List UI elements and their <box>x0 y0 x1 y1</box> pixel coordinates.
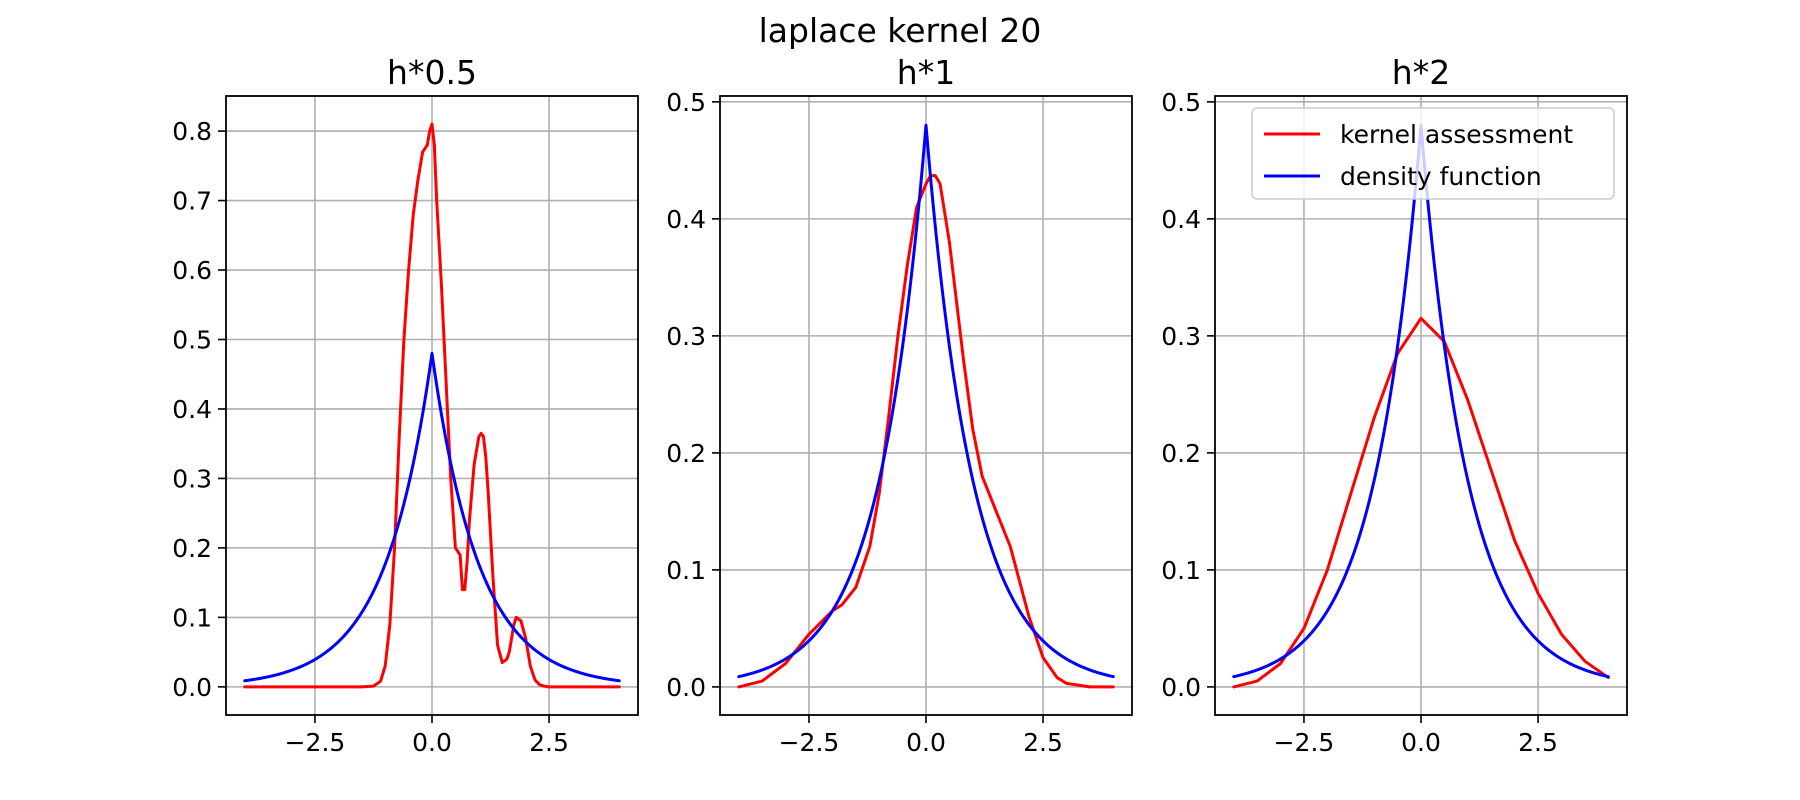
x-tick-label: −2.5 <box>285 728 346 757</box>
y-tick-label: 0.0 <box>666 673 706 702</box>
figure-title: laplace kernel 20 <box>759 11 1042 50</box>
y-tick-label: 0.4 <box>666 205 706 234</box>
y-tick-label: 0.5 <box>666 88 706 117</box>
y-tick-label: 0.1 <box>172 603 212 632</box>
y-tick-label: 0.4 <box>1161 205 1201 234</box>
subplot-title: h*1 <box>897 53 955 92</box>
y-tick-label: 0.1 <box>1161 556 1201 585</box>
x-tick-label: −2.5 <box>779 728 840 757</box>
series-group <box>737 123 1115 689</box>
legend: kernel assessment density function <box>1251 107 1615 200</box>
y-tick-label: 0.0 <box>172 673 212 702</box>
kernel-assessment-line <box>1232 316 1610 689</box>
legend-box <box>1251 107 1615 200</box>
density-function-line <box>737 123 1115 679</box>
subplot-2: −2.5 0.0 2.5 0.0 0.1 0.2 0.3 0.4 0.5 h*1 <box>666 53 1133 757</box>
y-tick-label: 0.0 <box>1161 673 1201 702</box>
y-tick-label: 0.8 <box>172 117 212 146</box>
kernel-assessment-line <box>737 174 1115 689</box>
y-tick-label: 0.7 <box>172 187 212 216</box>
y-tick-label: 0.1 <box>666 556 706 585</box>
subplots: −2.5 0.0 2.5 0.0 0.1 0.2 0.3 0.4 0.5 0.6 0.7 0.8 h*0… <box>172 53 1628 757</box>
kernel-assessment-line <box>243 122 621 689</box>
subplot-1: −2.5 0.0 2.5 0.0 0.1 0.2 0.3 0.4 0.5 0.6 0.7 0.8 h*0… <box>172 53 639 757</box>
x-tick-label: 2.5 <box>1023 728 1063 757</box>
legend-label: density function <box>1340 162 1542 191</box>
subplot-title: h*2 <box>1392 53 1450 92</box>
y-tick-label: 0.2 <box>1161 439 1201 468</box>
y-tick-label: 0.3 <box>172 464 212 493</box>
y-tick-label: 0.2 <box>666 439 706 468</box>
x-tick-label: 2.5 <box>1518 728 1558 757</box>
series-group <box>243 122 621 689</box>
subplot-title: h*0.5 <box>387 53 477 92</box>
subplot-3: −2.5 0.0 2.5 0.0 0.1 0.2 0.3 0.4 0.5 h*2 kernel as… <box>1161 53 1628 757</box>
x-tick-label: 0.0 <box>412 728 452 757</box>
legend-label: kernel assessment <box>1340 120 1573 149</box>
y-tick-label: 0.3 <box>1161 322 1201 351</box>
x-tick-label: −2.5 <box>1274 728 1335 757</box>
y-tick-label: 0.6 <box>172 256 212 285</box>
y-tick-label: 0.4 <box>172 395 212 424</box>
x-tick-label: 0.0 <box>906 728 946 757</box>
y-tick-label: 0.5 <box>1161 88 1201 117</box>
y-tick-label: 0.5 <box>172 326 212 355</box>
x-tick-label: 2.5 <box>529 728 569 757</box>
x-tick-label: 0.0 <box>1401 728 1441 757</box>
density-function-line <box>243 351 621 683</box>
y-tick-label: 0.3 <box>666 322 706 351</box>
y-tick-label: 0.2 <box>172 534 212 563</box>
